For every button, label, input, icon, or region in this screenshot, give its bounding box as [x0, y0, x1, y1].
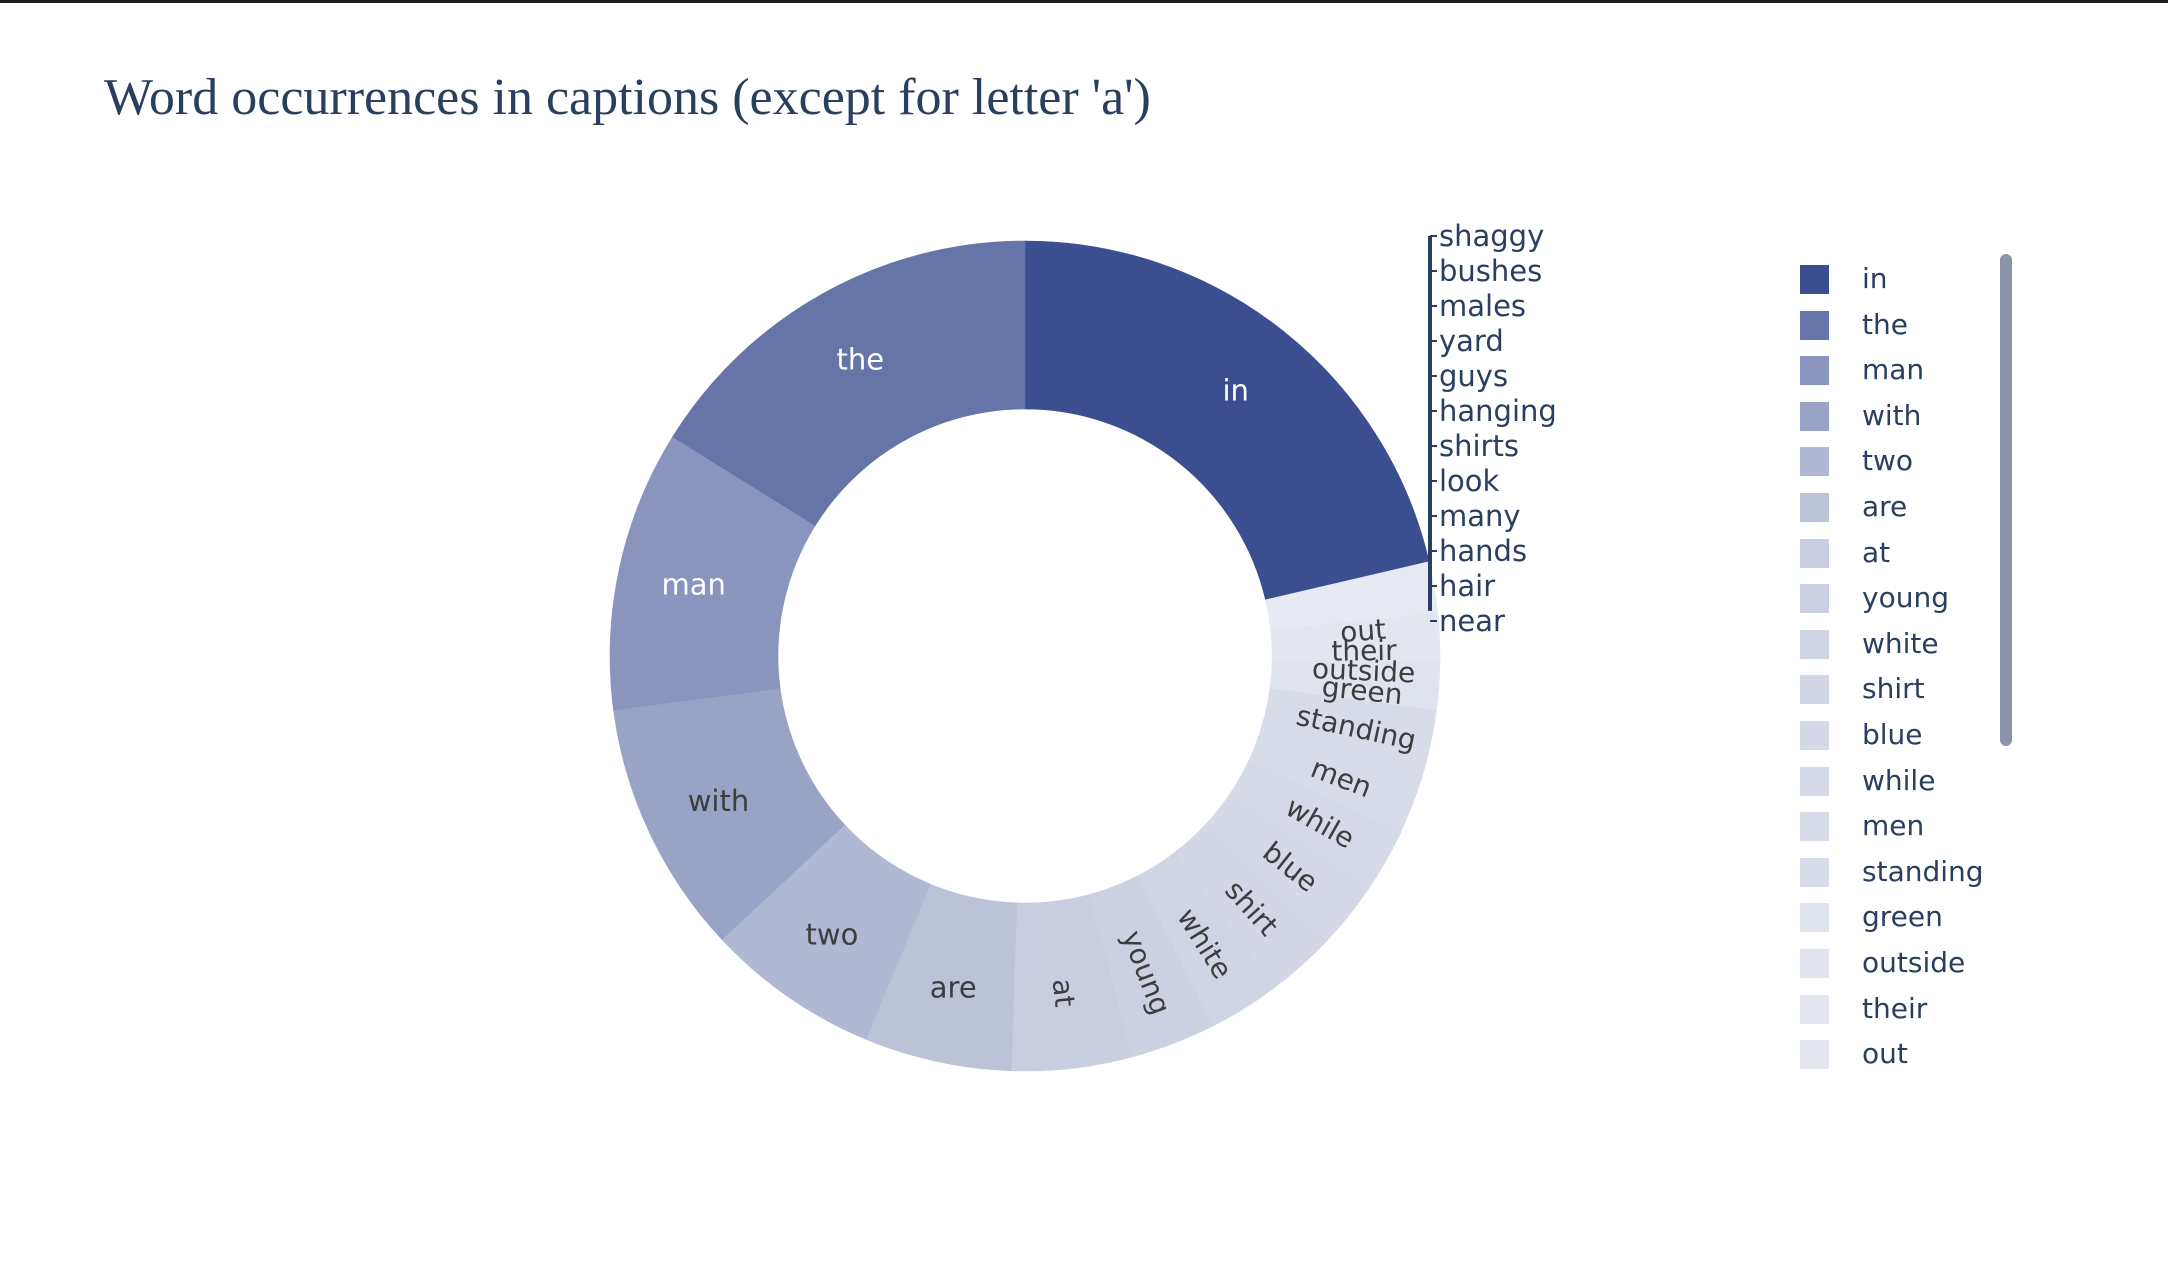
window-top-border: [0, 0, 2168, 3]
legend-swatch: [1800, 857, 1829, 887]
slice-label-near: near: [1439, 604, 1505, 638]
legend-swatch: [1800, 265, 1829, 294]
legend-label: standing: [1862, 854, 1984, 888]
slice-label-yard: yard: [1439, 324, 1504, 358]
legend-item-outside[interactable]: outside: [1796, 942, 2036, 988]
legend-swatch: [1800, 492, 1829, 522]
legend-swatch: [1800, 584, 1829, 614]
slice-label-out: out: [1339, 613, 1387, 649]
legend-item-standing[interactable]: standing: [1796, 851, 2036, 897]
slice-label-guys: guys: [1439, 359, 1508, 393]
legend-label: with: [1862, 398, 1922, 432]
legend-label: while: [1862, 763, 1936, 797]
legend-item-young[interactable]: young: [1796, 577, 2036, 623]
slice-label-bushes: bushes: [1439, 254, 1542, 288]
legend-swatch: [1800, 356, 1829, 386]
chart-legend[interactable]: in the man with two are at young white shirt blue w…: [1796, 258, 2036, 1079]
legend-label: green: [1862, 900, 1943, 934]
slice-label-outside: outside: [1311, 652, 1416, 689]
legend-label: at: [1862, 535, 1891, 569]
slice-label-at: at: [1046, 977, 1082, 1009]
legend-label: the: [1862, 307, 1908, 341]
legend-item-green[interactable]: green: [1796, 896, 2036, 942]
legend-swatch: [1800, 401, 1829, 431]
slice-label-males: males: [1439, 289, 1526, 323]
legend-item-are[interactable]: are: [1796, 486, 2036, 532]
slice-label-two: two: [806, 918, 859, 952]
slice-label-the: the: [837, 343, 885, 377]
slice-label-hands: hands: [1439, 534, 1527, 568]
legend-label: man: [1862, 353, 1925, 387]
slice-label-green: green: [1320, 670, 1404, 711]
legend-swatch: [1800, 538, 1829, 568]
slice-in[interactable]: [1024, 240, 1430, 601]
legend-swatch: [1800, 720, 1829, 750]
legend-item-while[interactable]: while: [1796, 760, 2036, 806]
slice-label-many: many: [1439, 499, 1521, 533]
slice-the[interactable]: [672, 240, 1026, 526]
legend-swatch: [1800, 994, 1829, 1024]
legend-label: shirt: [1862, 672, 1925, 706]
legend-label: two: [1862, 444, 1914, 478]
legend-label: their: [1862, 991, 1928, 1025]
legend-swatch: [1800, 948, 1829, 978]
legend-swatch: [1800, 675, 1829, 705]
legend-label: outside: [1862, 945, 1966, 979]
legend-item-shirt[interactable]: shirt: [1796, 668, 2036, 714]
legend-item-blue[interactable]: blue: [1796, 714, 2036, 760]
legend-item-at[interactable]: at: [1796, 532, 2036, 578]
legend-item-out[interactable]: out: [1796, 1033, 2036, 1079]
legend-item-two[interactable]: two: [1796, 440, 2036, 486]
legend-label: white: [1862, 626, 1939, 660]
legend-swatch: [1800, 903, 1829, 933]
legend-swatch: [1800, 1040, 1829, 1070]
legend-item-with[interactable]: with: [1796, 395, 2036, 441]
legend-item-their[interactable]: their: [1796, 988, 2036, 1034]
slice-label-hanging: hanging: [1439, 394, 1557, 428]
legend-label: men: [1862, 809, 1925, 843]
legend-item-white[interactable]: white: [1796, 623, 2036, 669]
legend-swatch: [1800, 447, 1829, 477]
slice-label-shaggy: shaggy: [1439, 219, 1544, 253]
slice-label-with: with: [688, 784, 750, 818]
slice-label-are: are: [930, 970, 977, 1004]
legend-item-man[interactable]: man: [1796, 349, 2036, 395]
slice-label-their: their: [1331, 634, 1397, 668]
legend-label: blue: [1862, 717, 1923, 751]
legend-scrollbar[interactable]: [2000, 254, 2012, 746]
slice-label-look: look: [1439, 464, 1500, 498]
legend-swatch: [1800, 766, 1829, 796]
chart-title: Word occurrences in captions (except for…: [104, 69, 1151, 126]
legend-item-in[interactable]: in: [1796, 258, 2036, 304]
legend-label: young: [1862, 581, 1949, 615]
legend-swatch: [1800, 629, 1829, 659]
legend-swatch: [1800, 310, 1829, 340]
slice-label-in: in: [1222, 373, 1248, 407]
legend-label: are: [1862, 489, 1908, 523]
legend-item-the[interactable]: the: [1796, 304, 2036, 350]
legend-label: out: [1862, 1037, 1908, 1071]
legend-swatch: [1800, 812, 1829, 842]
legend-item-men[interactable]: men: [1796, 805, 2036, 851]
legend-label: in: [1862, 262, 1888, 295]
slice-label-shirts: shirts: [1439, 429, 1519, 463]
slice-label-hair: hair: [1439, 569, 1495, 603]
slice-label-man: man: [661, 567, 725, 601]
